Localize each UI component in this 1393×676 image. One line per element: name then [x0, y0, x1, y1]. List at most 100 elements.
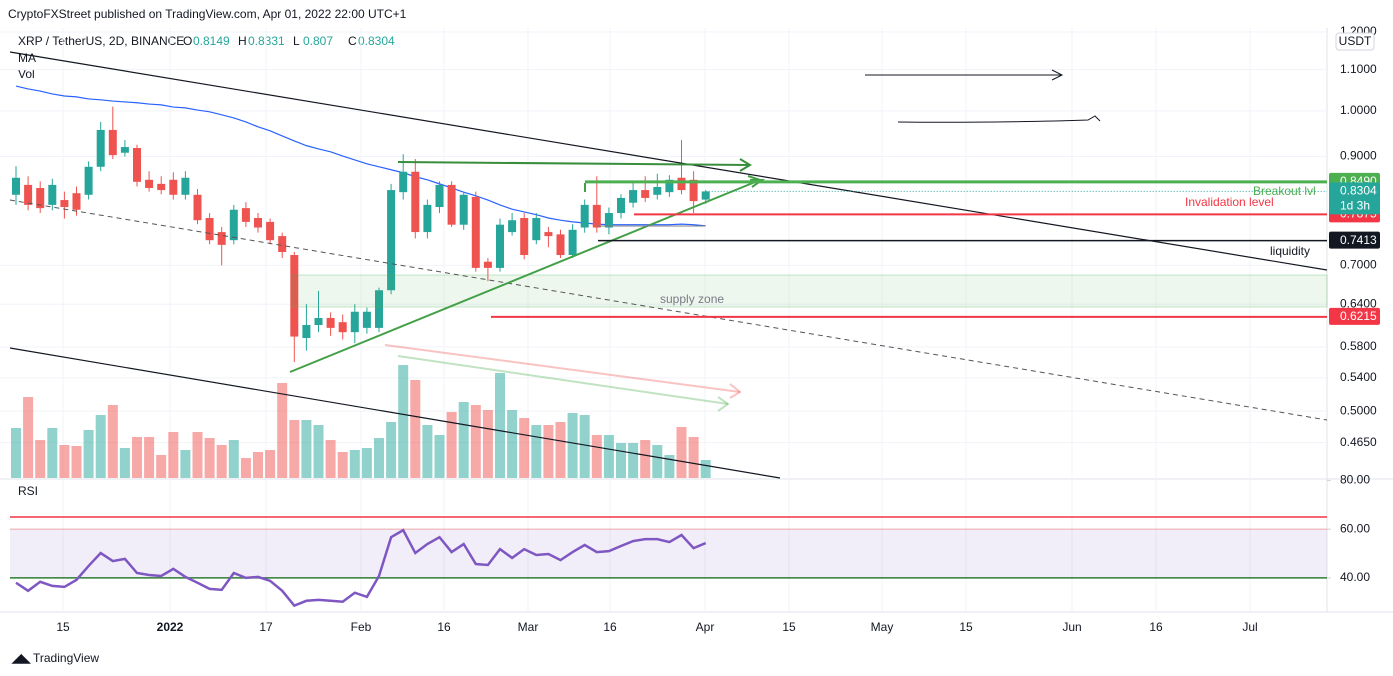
y-tick-label: 0.4650: [1340, 435, 1377, 449]
volume-bar: [107, 405, 118, 478]
y-unit: USDT: [1339, 34, 1372, 48]
price-tag: [1329, 307, 1380, 325]
last-price-tag: [1329, 182, 1380, 215]
supply-zone: [291, 274, 1328, 308]
volume-bar: [361, 448, 372, 478]
x-tick-label: May: [871, 620, 894, 634]
candle-body: [302, 325, 311, 339]
volume-bar: [458, 402, 469, 478]
candle-body: [641, 190, 650, 198]
volume-bar: [168, 432, 179, 478]
supply-zone-label: supply zone: [660, 292, 724, 306]
last-price-label: 0.8304: [1340, 184, 1377, 198]
arrow-head: [717, 396, 730, 412]
candle-body: [459, 194, 468, 225]
price-tag: [1329, 231, 1380, 249]
volume-bar: [144, 437, 155, 478]
candle-body: [84, 166, 93, 195]
candle-body: [592, 204, 601, 228]
candle-body: [254, 217, 262, 228]
arrow-head: [750, 179, 766, 188]
volume-bar: [325, 440, 336, 478]
candle-body: [496, 224, 504, 268]
candle-body: [48, 184, 57, 205]
candle-body: [532, 217, 541, 241]
candle-body: [399, 171, 408, 193]
price-tag-label: 0.6215: [1340, 309, 1377, 323]
trendline: [9, 51, 1328, 271]
footer-logo: ◢◣: [11, 651, 31, 665]
trendline-dashed: [9, 199, 1328, 421]
volume-bar: [495, 373, 505, 478]
volume-bar: [119, 448, 130, 478]
volume-bar: [349, 450, 360, 478]
candle-body: [653, 186, 662, 195]
volume-bar: [228, 440, 239, 478]
x-tick-label: 2022: [157, 620, 184, 634]
candle-body: [338, 322, 347, 333]
candle-body: [411, 171, 420, 233]
volume-bar: [180, 450, 191, 478]
y-tick-label: 0.7000: [1340, 258, 1377, 272]
volume-bar: [688, 437, 699, 478]
volume-bar: [277, 383, 288, 478]
price-tag-label: 0.7413: [1340, 233, 1377, 247]
ohlc-key: L: [293, 34, 300, 48]
x-tick-label: Feb: [351, 620, 372, 634]
volume-bar: [301, 420, 312, 478]
volume-bar: [313, 425, 324, 478]
volume-bar: [676, 427, 687, 478]
x-tick-label: Jun: [1062, 620, 1081, 634]
rsi-tick-label: 60.00: [1340, 521, 1370, 535]
candle-body: [157, 183, 166, 191]
x-tick-label: Apr: [696, 620, 715, 634]
candle-body: [133, 147, 141, 182]
candle-body: [36, 187, 45, 209]
breakout-label: Breakout lvl: [1253, 184, 1316, 198]
rsi-line: [15, 528, 707, 608]
volume-bar: [410, 380, 421, 478]
candle-body: [544, 232, 553, 237]
candle-body: [181, 177, 190, 195]
volume-bar: [507, 410, 518, 478]
volume-arrow: [384, 344, 741, 393]
y-tick-label: 0.5400: [1340, 370, 1377, 384]
candle-body: [604, 213, 613, 228]
volume-bar: [83, 430, 94, 478]
volume-bar: [628, 443, 639, 478]
volume-bar: [652, 445, 663, 478]
volume-bar: [555, 422, 566, 478]
candle-body: [120, 147, 129, 153]
rsi-tick-label: 40.00: [1340, 570, 1370, 584]
volume-bar: [398, 365, 409, 478]
x-tick-label: Mar: [518, 620, 539, 634]
vol-legend: Vol: [18, 67, 35, 81]
volume-bar: [603, 435, 614, 478]
x-tick-label: Jul: [1242, 620, 1257, 634]
candle-body: [483, 261, 492, 268]
volume-arrow: [397, 355, 729, 405]
candle-body: [290, 255, 299, 337]
y-tick-label: 0.6400: [1340, 296, 1377, 310]
volume-bar: [482, 410, 493, 478]
candle-body: [362, 311, 371, 328]
candle-body: [72, 193, 81, 210]
candle-body: [677, 177, 686, 191]
candle-body: [556, 234, 565, 256]
x-tick-label: 15: [782, 620, 796, 634]
volume-bar: [47, 428, 58, 478]
candle-body: [205, 217, 214, 241]
volume-bar: [71, 446, 82, 478]
volume-bar: [337, 452, 348, 478]
candle-body: [229, 209, 238, 241]
candle-body: [387, 190, 396, 291]
rsi-tick-label: 80.00: [1340, 473, 1370, 487]
rsi-legend: RSI: [18, 484, 38, 498]
y-tick-label: 0.9000: [1340, 149, 1377, 163]
candle-body: [665, 179, 674, 193]
ma-line: [15, 85, 706, 227]
projection-path: [897, 115, 1101, 123]
volume-bar: [446, 412, 457, 478]
